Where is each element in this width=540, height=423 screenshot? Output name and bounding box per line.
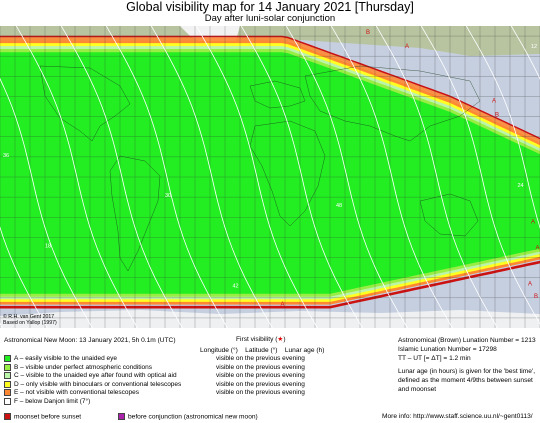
- age-contour: [60, 26, 183, 328]
- age-label: 18: [45, 243, 51, 249]
- col-latitude: Latitude (°): [245, 347, 278, 354]
- legend-label: C – visible to the unaided eye after fou…: [14, 372, 177, 380]
- age-label: 42: [233, 284, 239, 290]
- age-contour: [330, 26, 453, 328]
- credit-line-1: © R.H. van Gent 2017: [3, 314, 55, 320]
- age-contour: [285, 26, 408, 328]
- star-icon: ★: [277, 336, 284, 343]
- age-contour: [0, 77, 93, 328]
- legend-label: F – below Danjon limit (7°): [14, 398, 91, 406]
- lunar-age-contours: [0, 26, 540, 328]
- moonset-before-sunset-south: [0, 260, 540, 309]
- graticule: [0, 26, 540, 328]
- col-longitude: Longitude (°): [200, 347, 238, 354]
- legend-swatch: [4, 380, 11, 388]
- legend-item-a: A – easily visible to the unaided eye: [4, 355, 117, 362]
- legend-item-f: F – below Danjon limit (7°): [4, 398, 90, 405]
- legend-swatch: [4, 363, 11, 371]
- legend-status: visible on the previous evening: [216, 363, 305, 371]
- age-contour: [15, 26, 138, 328]
- legend-item-c: C – visible to the unaided eye after fou…: [4, 372, 177, 379]
- legend-status: visible on the previous evening: [216, 355, 305, 362]
- zone-label: B: [495, 113, 499, 119]
- delta-t: TT – UT [= ΔT] = 1.2 min: [398, 355, 471, 362]
- legend-before-conjunction: before conjunction (astronomical new moo…: [118, 413, 258, 420]
- legend-swatch: [4, 372, 11, 380]
- age-contour: [105, 26, 228, 328]
- age-contour: [240, 26, 363, 328]
- age-label: 30: [165, 193, 171, 199]
- legend-label: B – visible under perfect atmospheric co…: [14, 363, 153, 371]
- zone-label: A: [536, 245, 540, 251]
- zone-label: A: [405, 44, 409, 50]
- age-contour: [195, 26, 318, 328]
- legend-item-e: E – not visible with conventional telesc…: [4, 389, 140, 397]
- legend-status: visible on the previous evening: [216, 380, 305, 388]
- legend-label: E – not visible with conventional telesc…: [14, 389, 140, 397]
- legend-status: visible on the previous evening: [216, 389, 305, 397]
- note-line-3: and moonset: [398, 386, 437, 393]
- legend-item-b: B – visible under perfect atmospheric co…: [4, 363, 153, 371]
- credit-line-2: Based on Yallop (1997): [3, 320, 57, 326]
- age-label: 48: [336, 203, 342, 209]
- legend-label: A – easily visible to the unaided eye: [14, 355, 117, 363]
- age-contour: [150, 26, 273, 328]
- first-visibility-label: First visibility (★): [236, 336, 286, 343]
- age-label: 12: [531, 44, 537, 50]
- zone-label: A: [492, 99, 496, 105]
- age-contour: [420, 26, 540, 325]
- new-moon-text: Astronomical New Moon: 13 January 2021, …: [4, 337, 176, 344]
- legend-swatch: [4, 398, 11, 405]
- legend-moonset: moonset before sunset: [4, 413, 81, 420]
- zone-label: A: [528, 282, 532, 288]
- zone-label: A: [281, 302, 285, 308]
- map-title: Global visibility map for 14 January 202…: [126, 0, 414, 14]
- moonset-swatch: [4, 413, 11, 420]
- zone-label: B: [366, 30, 370, 36]
- legend-swatch: [4, 389, 11, 397]
- legend-swatch: [4, 355, 11, 362]
- note-line-1: Lunar age (in hours) is given for the 'b…: [398, 368, 536, 375]
- age-contour: [510, 26, 540, 80]
- conjunction-swatch: [118, 413, 125, 420]
- age-contour: [375, 26, 498, 328]
- age-labels: 12 18 30 48 24 42 36: [3, 44, 537, 290]
- legend-label: D – only visible with binoculars or conv…: [14, 381, 182, 389]
- col-lunar-age: Lunar age (h): [284, 347, 325, 354]
- brown-lunation: Astronomical (Brown) Lunation Number = 1…: [398, 337, 536, 344]
- zone-label: A: [531, 219, 535, 225]
- legend-status: visible on the previous evening: [216, 372, 305, 380]
- zone-label: B: [534, 294, 538, 300]
- age-contour: [0, 226, 48, 328]
- more-info-link[interactable]: More info: http://www.staff.science.uu.n…: [382, 413, 533, 420]
- age-label: 36: [3, 153, 9, 159]
- age-contour: [465, 26, 540, 229]
- note-line-2: defined as the moment 4/9ths between sun…: [398, 377, 533, 384]
- islamic-lunation: Islamic Lunation Number = 17298: [398, 346, 497, 353]
- legend-item-d: D – only visible with binoculars or conv…: [4, 380, 182, 389]
- map-subtitle: Day after luni-solar conjunction: [204, 13, 336, 24]
- column-headers: Longitude (°) Latitude (°) Lunar age (h): [200, 347, 324, 354]
- age-label: 24: [518, 183, 524, 189]
